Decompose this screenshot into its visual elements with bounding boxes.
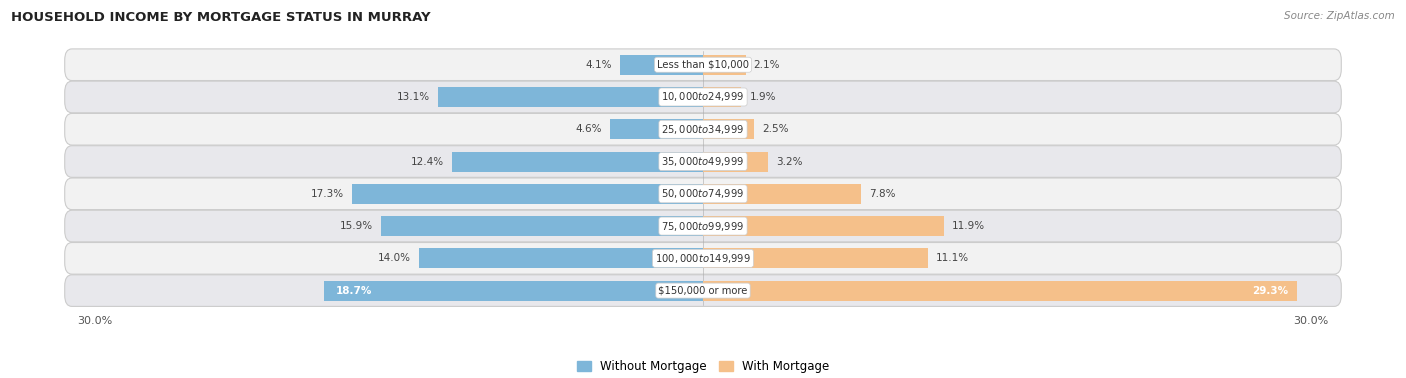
Text: $25,000 to $34,999: $25,000 to $34,999	[661, 123, 745, 136]
Text: 14.0%: 14.0%	[378, 253, 411, 263]
Text: 18.7%: 18.7%	[336, 286, 373, 296]
Text: $50,000 to $74,999: $50,000 to $74,999	[661, 187, 745, 200]
FancyBboxPatch shape	[65, 210, 1341, 242]
Text: HOUSEHOLD INCOME BY MORTGAGE STATUS IN MURRAY: HOUSEHOLD INCOME BY MORTGAGE STATUS IN M…	[11, 11, 430, 24]
Text: 17.3%: 17.3%	[311, 189, 344, 199]
Text: 4.6%: 4.6%	[575, 124, 602, 134]
Text: 7.8%: 7.8%	[869, 189, 896, 199]
Text: 4.1%: 4.1%	[585, 60, 612, 70]
FancyBboxPatch shape	[65, 275, 1341, 307]
FancyBboxPatch shape	[65, 81, 1341, 113]
Text: 2.1%: 2.1%	[754, 60, 780, 70]
Bar	[451, 152, 703, 172]
Bar	[703, 248, 928, 268]
Bar	[620, 55, 703, 75]
Text: $35,000 to $49,999: $35,000 to $49,999	[661, 155, 745, 168]
Bar	[703, 184, 860, 204]
Text: $100,000 to $149,999: $100,000 to $149,999	[655, 252, 751, 265]
Text: 1.9%: 1.9%	[749, 92, 776, 102]
Text: 13.1%: 13.1%	[396, 92, 429, 102]
Bar	[353, 184, 703, 204]
FancyBboxPatch shape	[65, 113, 1341, 145]
Text: $75,000 to $99,999: $75,000 to $99,999	[661, 220, 745, 232]
Bar	[381, 216, 703, 236]
FancyBboxPatch shape	[65, 49, 1341, 81]
Bar	[610, 119, 703, 139]
Text: $150,000 or more: $150,000 or more	[658, 286, 748, 296]
Text: Source: ZipAtlas.com: Source: ZipAtlas.com	[1284, 11, 1395, 21]
Text: 11.9%: 11.9%	[952, 221, 986, 231]
FancyBboxPatch shape	[65, 243, 1341, 274]
Text: 3.2%: 3.2%	[776, 156, 803, 167]
Bar	[703, 152, 768, 172]
Text: Less than $10,000: Less than $10,000	[657, 60, 749, 70]
Text: 15.9%: 15.9%	[340, 221, 373, 231]
Bar	[703, 87, 741, 107]
Text: $10,000 to $24,999: $10,000 to $24,999	[661, 90, 745, 104]
Bar	[703, 119, 754, 139]
Bar	[323, 280, 703, 301]
FancyBboxPatch shape	[65, 178, 1341, 210]
Text: 11.1%: 11.1%	[936, 253, 969, 263]
Legend: Without Mortgage, With Mortgage: Without Mortgage, With Mortgage	[572, 356, 834, 378]
Text: 12.4%: 12.4%	[411, 156, 444, 167]
Bar	[437, 87, 703, 107]
Bar	[703, 216, 945, 236]
Text: 29.3%: 29.3%	[1253, 286, 1289, 296]
FancyBboxPatch shape	[65, 146, 1341, 177]
Bar	[419, 248, 703, 268]
Bar	[703, 55, 745, 75]
Text: 2.5%: 2.5%	[762, 124, 789, 134]
Bar	[703, 280, 1296, 301]
